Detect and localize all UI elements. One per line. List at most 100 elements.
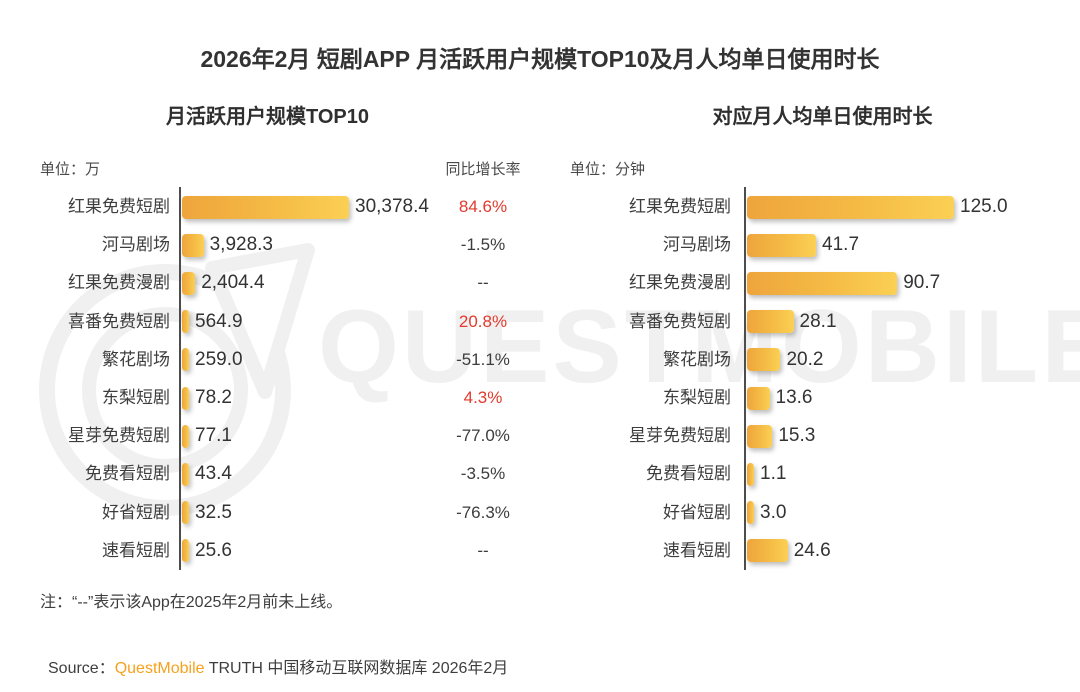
chart-row: 东梨短剧 78.2 [40, 379, 470, 417]
chart-row: 红果免费短剧 125.0 [555, 188, 1075, 226]
bar [182, 386, 189, 410]
source-prefix: Source： [48, 660, 115, 677]
source-line: Source：QuestMobile TRUTH 中国移动互联网数据库 2026… [48, 654, 508, 678]
growth-row: -- [413, 264, 553, 302]
bar [182, 424, 189, 448]
right-chart-rows: 红果免费短剧 125.0 河马剧场 41.7 红果免费漫剧 90.7 喜番免费短剧 28.1 繁… [555, 188, 1075, 570]
value-label: 1.1 [760, 463, 787, 485]
growth-row: -1.5% [413, 226, 553, 264]
chart-row: 免费看短剧 1.1 [555, 455, 1075, 493]
bar [747, 462, 754, 486]
growth-value-label: -- [477, 273, 489, 293]
value-label: 43.4 [195, 463, 232, 485]
growth-value-label: -1.5% [460, 235, 506, 255]
bar [182, 539, 189, 563]
chart-row: 免费看短剧 43.4 [40, 455, 470, 493]
value-label: 24.6 [793, 539, 831, 561]
category-label: 速看短剧 [102, 540, 170, 560]
growth-row: -76.3% [413, 494, 553, 532]
growth-value-label: -77.0% [456, 426, 510, 446]
left-unit-label: 单位：万 [40, 161, 101, 178]
category-label: 红果免费漫剧 [629, 273, 731, 293]
growth-value-label: -76.3% [456, 502, 510, 522]
bar [747, 424, 773, 448]
left-chart-subtitle: 月活跃用户规模TOP10 [166, 106, 369, 128]
left-chart-rows: 红果免费短剧 30,378.4 河马剧场 3,928.3 红果免费漫剧 2,404.4 喜番… [40, 188, 470, 570]
growth-value-label: 4.3% [463, 388, 503, 407]
bar [182, 462, 189, 486]
right-chart-axis [744, 187, 746, 570]
growth-row: 20.8% [413, 303, 553, 341]
right-chart-subtitle: 对应月人均单日使用时长 [712, 106, 933, 128]
bar [747, 233, 817, 257]
category-label: 速看短剧 [663, 540, 731, 560]
questmobile-logo-watermark [39, 243, 315, 516]
value-label: 259.0 [195, 348, 243, 370]
value-label: 2,404.4 [201, 272, 265, 294]
growth-value-label: 84.6% [458, 197, 508, 216]
value-label: 13.6 [775, 387, 813, 408]
bar [182, 501, 189, 525]
yoy-growth-column: 84.6% -1.5% -- 20.8% -51.1% 4.3% -77.0% -3.5% -7… [413, 188, 553, 570]
chart-row: 繁花剧场 259.0 [40, 341, 470, 379]
category-label: 繁花剧场 [663, 349, 731, 369]
bar [182, 348, 189, 372]
chart-row: 红果免费短剧 30,378.4 [40, 188, 470, 226]
growth-value-label: -51.1% [456, 349, 510, 369]
value-label: 15.3 [778, 425, 816, 447]
category-label: 星芽免费短剧 [68, 426, 170, 446]
growth-row: 84.6% [413, 188, 553, 226]
growth-row: -77.0% [413, 417, 553, 455]
yoy-growth-header: 同比增长率 [445, 161, 521, 178]
questmobile-text-watermark: QUESTMOBILE [318, 289, 1080, 405]
chart-row: 喜番免费短剧 28.1 [555, 303, 1075, 341]
value-label: 3,928.3 [209, 234, 273, 256]
category-label: 东梨短剧 [102, 388, 170, 407]
bar [747, 310, 794, 334]
value-label: 77.1 [195, 425, 232, 447]
category-label: 红果免费短剧 [629, 197, 731, 216]
chart-row: 河马剧场 3,928.3 [40, 226, 470, 264]
value-label: 90.7 [903, 272, 941, 294]
growth-row: -- [413, 532, 553, 570]
chart-row: 喜番免费短剧 564.9 [40, 303, 470, 341]
bar [747, 539, 788, 563]
bar [747, 348, 781, 372]
category-label: 红果免费漫剧 [68, 273, 170, 293]
value-label: 78.2 [195, 387, 232, 408]
growth-value-label: -- [477, 540, 489, 560]
growth-row: 4.3% [413, 379, 553, 417]
category-label: 河马剧场 [102, 235, 170, 255]
category-label: 河马剧场 [663, 235, 731, 255]
chart-row: 繁花剧场 20.2 [555, 341, 1075, 379]
value-label: 20.2 [786, 348, 824, 370]
bar [747, 386, 770, 410]
chart-row: 速看短剧 24.6 [555, 532, 1075, 570]
bar [182, 233, 204, 257]
bar [182, 195, 349, 219]
category-label: 免费看短剧 [646, 464, 731, 484]
growth-row: -3.5% [413, 455, 553, 493]
value-label: 564.9 [195, 310, 243, 332]
bar [182, 310, 189, 334]
chart-row: 好省短剧 3.0 [555, 494, 1075, 532]
chart-row: 红果免费漫剧 2,404.4 [40, 264, 470, 302]
value-label: 28.1 [799, 310, 837, 332]
chart-row: 河马剧场 41.7 [555, 226, 1075, 264]
chart-row: 星芽免费短剧 77.1 [40, 417, 470, 455]
value-label: 41.7 [822, 234, 860, 256]
category-label: 东梨短剧 [663, 388, 731, 407]
footnote: 注：“--”表示该App在2025年2月前未上线。 [40, 594, 343, 611]
category-label: 繁花剧场 [102, 349, 170, 369]
category-label: 星芽免费短剧 [629, 426, 731, 446]
value-label: 25.6 [195, 539, 232, 561]
value-label: 3.0 [760, 501, 787, 523]
chart-row: 东梨短剧 13.6 [555, 379, 1075, 417]
category-label: 免费看短剧 [85, 464, 170, 484]
chart-row: 星芽免费短剧 15.3 [555, 417, 1075, 455]
right-unit-label: 单位：分钟 [570, 161, 646, 178]
source-brand: QuestMobile [114, 660, 205, 677]
value-label: 30,378.4 [355, 196, 429, 217]
left-chart-axis [179, 187, 181, 570]
